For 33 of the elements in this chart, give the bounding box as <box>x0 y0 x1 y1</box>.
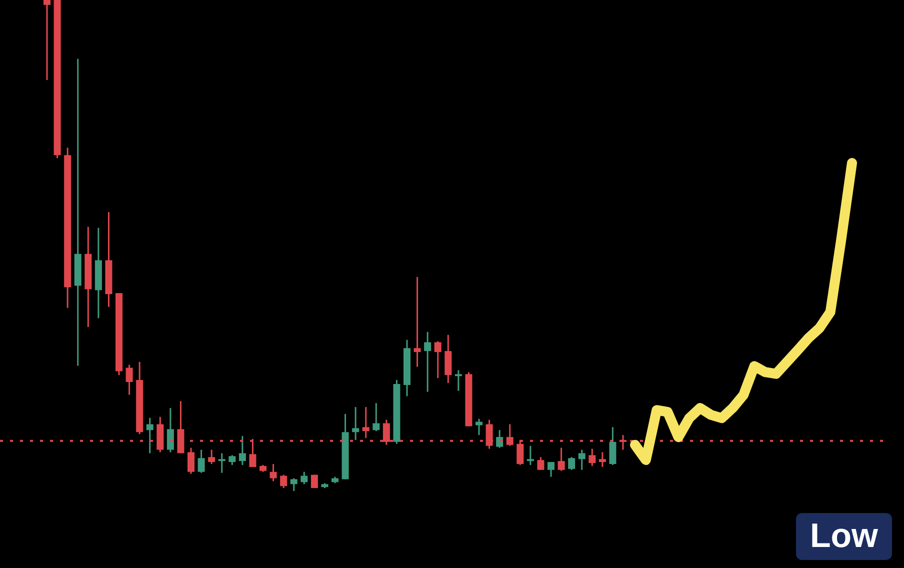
candlestick <box>548 461 554 478</box>
candlestick <box>372 402 380 432</box>
candlestick <box>352 406 360 441</box>
candlestick <box>198 449 205 474</box>
text: Low <box>796 513 892 560</box>
candlestick <box>218 452 226 474</box>
candlestick <box>146 417 154 454</box>
candlestick <box>414 276 421 368</box>
candlestick <box>228 454 236 466</box>
candlestick <box>609 426 616 466</box>
candlestick <box>270 463 277 482</box>
candlestick <box>588 448 596 467</box>
candlestick <box>44 0 50 81</box>
candlestick <box>290 477 298 492</box>
candlestick <box>362 406 370 439</box>
candlestick <box>568 456 576 471</box>
candlestick <box>434 340 442 379</box>
candlestick <box>537 456 544 471</box>
candlestick <box>188 447 194 475</box>
candlestick <box>424 331 432 393</box>
candlestick <box>166 407 174 453</box>
candlestick <box>454 369 462 392</box>
candlestick <box>558 447 565 472</box>
candlestick <box>598 451 606 468</box>
candlestick <box>208 449 216 465</box>
candlestick <box>280 474 288 489</box>
candlestick <box>578 449 586 471</box>
candlestick <box>126 364 133 396</box>
candlestick <box>300 471 308 485</box>
candlestick <box>526 445 534 466</box>
candlestick <box>238 435 246 466</box>
candlestick <box>496 429 504 449</box>
candlestick <box>74 58 82 367</box>
